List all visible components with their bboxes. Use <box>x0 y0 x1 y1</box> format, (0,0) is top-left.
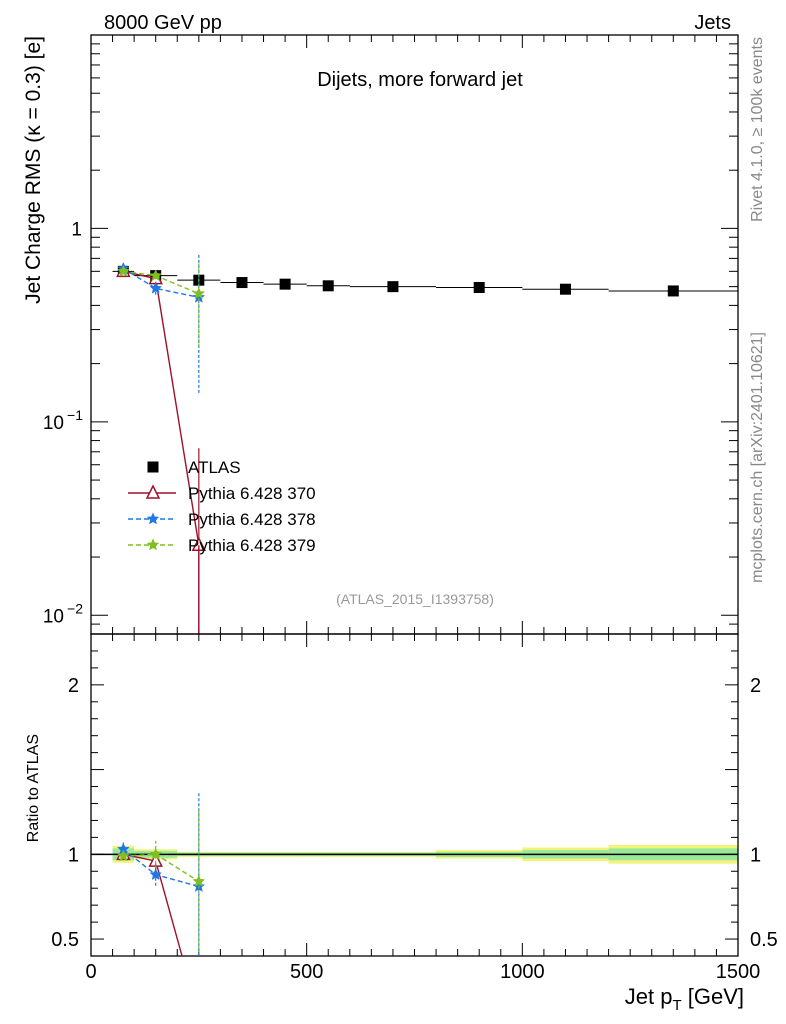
y-tick-label: 10 <box>43 413 64 434</box>
x-title-main: Jet p <box>625 984 673 1009</box>
analysis-watermark: (ATLAS_2015_I1393758) <box>336 591 494 607</box>
legend: ATLAS Pythia 6.428 370 Pythia 6.428 378 Pyt… <box>128 458 316 555</box>
ratio-series-pythia-6-428-378 <box>116 793 206 956</box>
x-tick-label: 1000 <box>500 961 545 983</box>
series-pythia-6-428-379 <box>116 263 206 349</box>
ratio-plot-area <box>116 793 206 956</box>
legend-label: ATLAS <box>188 458 241 477</box>
main-panel: 110−110−2 <box>43 34 739 635</box>
series-point <box>149 268 163 282</box>
mcplots-source-label: mcplots.cern.ch [arXiv:2401.10621] <box>749 332 766 583</box>
ratio-series-line <box>123 853 183 956</box>
data-point <box>279 278 291 290</box>
data-point <box>559 283 571 295</box>
x-axis-title: Jet pT [GeV] <box>625 984 744 1014</box>
y-tick-exponent: −1 <box>67 407 83 423</box>
y-tick-label: 1 <box>71 219 82 240</box>
ratio-series-point <box>116 849 130 862</box>
legend-entry: Pythia 6.428 378 <box>128 510 316 529</box>
data-point <box>387 281 399 293</box>
legend-marker <box>147 461 159 473</box>
x-tick-label: 500 <box>290 961 323 983</box>
ratio-frame <box>90 633 739 957</box>
legend-label: Pythia 6.428 379 <box>188 536 316 555</box>
main-y-axis-title: Jet Charge RMS (κ = 0.3) [e] <box>22 36 45 304</box>
ratio-y-tick-label: 0.5 <box>51 929 79 951</box>
legend-label: Pythia 6.428 378 <box>188 510 316 529</box>
legend-entry: Pythia 6.428 379 <box>128 536 316 555</box>
ratio-y-tick-label-right: 0.5 <box>750 929 778 951</box>
series-point <box>116 264 130 277</box>
data-point <box>322 280 334 292</box>
ratio-panel: 0 500 1000 1500 0.5 0.5 1 1 2 2 <box>51 633 778 983</box>
x-title-units: [GeV] <box>682 984 744 1009</box>
legend-entry: Pythia 6.428 370 <box>128 484 316 503</box>
x-title-subscript: T <box>672 997 681 1014</box>
series-point <box>192 286 206 300</box>
ratio-y-tick-label-right: 2 <box>750 675 761 697</box>
ratio-series-point <box>149 868 163 881</box>
legend-marker <box>146 512 160 525</box>
data-point <box>667 285 679 297</box>
series-atlas <box>112 265 738 297</box>
ratio-series-point <box>149 847 163 860</box>
energy-label: 8000 GeV pp <box>104 12 222 34</box>
ratio-y-tick-label-right: 1 <box>750 844 761 866</box>
process-label: Jets <box>694 12 731 34</box>
series-line <box>122 267 199 299</box>
ratio-y-tick-label: 2 <box>68 675 79 697</box>
legend-marker <box>145 484 161 499</box>
legend-entry: ATLAS <box>147 458 241 477</box>
legend-marker <box>146 538 160 551</box>
main-plot-area <box>112 254 738 634</box>
data-point <box>473 281 485 293</box>
ratio-series-pythia-6-428-379 <box>116 810 206 953</box>
ratio-series-point <box>192 874 206 887</box>
rivet-version-label: Rivet 4.1.0, ≥ 100k events <box>749 37 766 222</box>
series-point <box>149 281 163 294</box>
plot-title: Dijets, more forward jet <box>317 69 523 91</box>
ratio-y-axis-title: Ratio to ATLAS <box>25 734 42 842</box>
series-line <box>123 270 200 546</box>
data-point <box>236 277 248 289</box>
y-tick-label: 10 <box>43 606 64 627</box>
x-tick-label: 0 <box>85 961 96 983</box>
x-tick-label: 1500 <box>716 961 761 983</box>
x-axis-title-text: Jet pT [GeV] <box>625 984 744 1014</box>
y-tick-exponent: −2 <box>67 600 83 616</box>
legend-label: Pythia 6.428 370 <box>188 484 316 503</box>
ratio-y-tick-label: 1 <box>68 844 79 866</box>
